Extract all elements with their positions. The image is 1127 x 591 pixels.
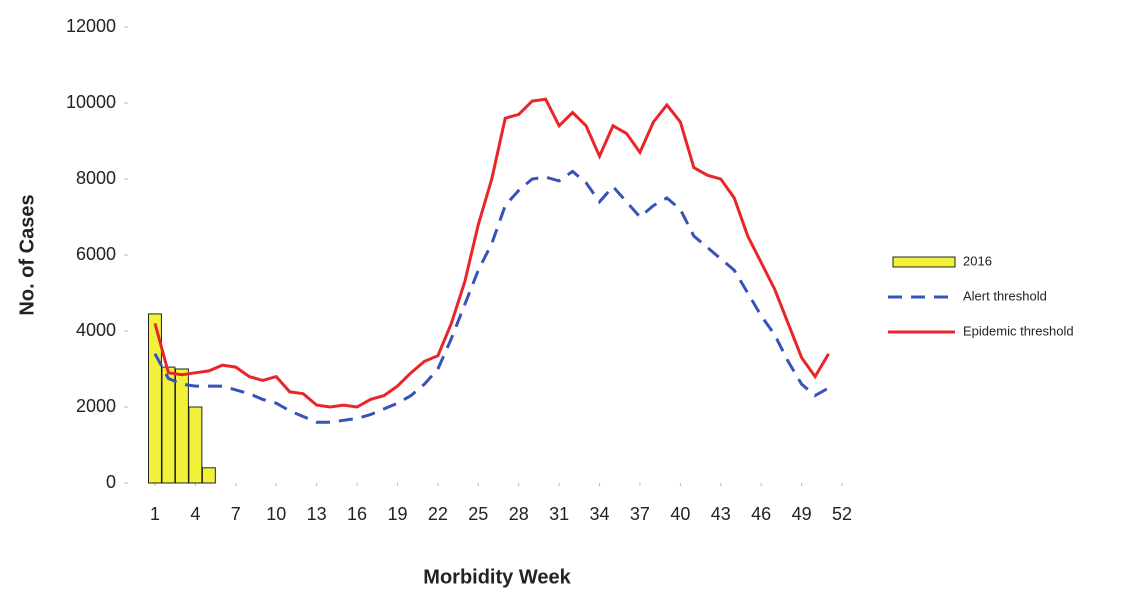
y-tick-label: 8000 xyxy=(76,168,116,188)
y-tick-label: 4000 xyxy=(76,320,116,340)
bar xyxy=(161,366,176,484)
y-tick-label: 6000 xyxy=(76,244,116,264)
x-tick-label: 43 xyxy=(711,504,731,524)
x-tick-label: 34 xyxy=(590,504,610,524)
x-tick-label: 19 xyxy=(387,504,407,524)
x-tick-label: 22 xyxy=(428,504,448,524)
x-tick-label: 40 xyxy=(670,504,690,524)
x-tick-label: 7 xyxy=(231,504,241,524)
y-tick-label: 2000 xyxy=(76,396,116,416)
x-tick-label: 13 xyxy=(307,504,327,524)
x-tick-label: 52 xyxy=(832,504,852,524)
x-tick-label: 25 xyxy=(468,504,488,524)
y-tick-label: 10000 xyxy=(66,92,116,112)
y-tick-label: 0 xyxy=(106,472,116,492)
bar xyxy=(148,313,162,484)
x-tick-label: 1 xyxy=(150,504,160,524)
x-tick-label: 49 xyxy=(792,504,812,524)
line xyxy=(153,169,830,424)
x-tick-label: 31 xyxy=(549,504,569,524)
x-axis-label: Morbidity Week xyxy=(423,566,571,588)
x-tick-label: 4 xyxy=(190,504,200,524)
legend-label: Alert threshold xyxy=(963,288,1047,303)
x-tick-label: 10 xyxy=(266,504,286,524)
x-tick-label: 28 xyxy=(509,504,529,524)
line xyxy=(153,97,830,409)
x-tick-label: 37 xyxy=(630,504,650,524)
x-tick-label: 46 xyxy=(751,504,771,524)
legend-label: 2016 xyxy=(963,253,992,268)
bar xyxy=(201,467,216,484)
legend-label: Epidemic threshold xyxy=(963,323,1074,338)
y-axis-label: No. of Cases xyxy=(16,194,38,315)
legend-swatch xyxy=(892,256,956,268)
y-tick-label: 12000 xyxy=(66,16,116,36)
x-tick-label: 16 xyxy=(347,504,367,524)
bar xyxy=(188,406,203,484)
bar xyxy=(174,368,189,484)
